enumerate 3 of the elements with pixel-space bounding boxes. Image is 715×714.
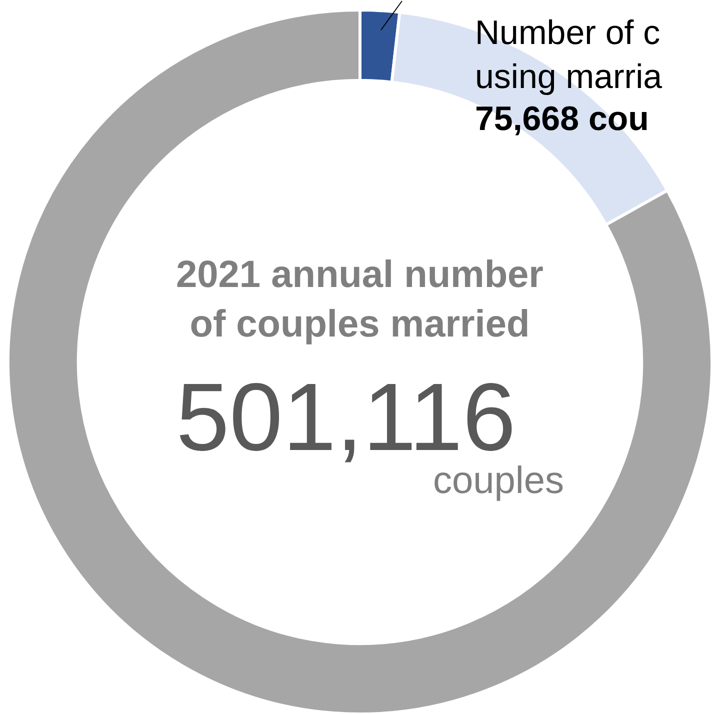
text: Number of c using marria xyxy=(475,14,662,96)
text: 75,668 cou xyxy=(475,100,649,138)
text: 2021 annual number of couples married xyxy=(176,254,544,346)
